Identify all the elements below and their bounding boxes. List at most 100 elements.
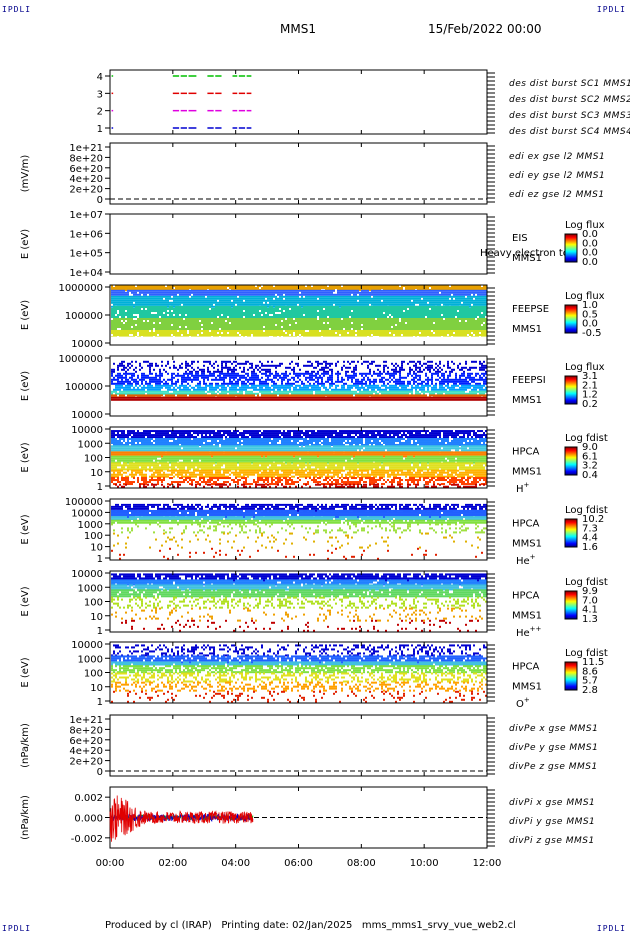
feepse-panel-pixel bbox=[401, 312, 403, 314]
feepse-panel-pixel bbox=[393, 285, 395, 287]
feepse-panel-pixel bbox=[135, 322, 137, 324]
feepse-panel-pixel bbox=[373, 330, 375, 332]
edi-panel-ytick-label: 4e+20 bbox=[69, 174, 103, 185]
feepse-panel-pixel bbox=[165, 332, 167, 334]
feepse-panel-pixel bbox=[313, 332, 315, 334]
feepse-panel-pixel bbox=[293, 330, 295, 332]
feepse-panel-pixel bbox=[243, 334, 245, 336]
feepse-panel-pixel bbox=[395, 299, 397, 302]
feepse-panel-pixel bbox=[295, 289, 297, 292]
feepse-panel-pixel bbox=[339, 299, 341, 302]
feepse-panel-pixel bbox=[191, 308, 193, 310]
feepse-panel-pixel bbox=[475, 312, 477, 314]
feepse-panel-pixel bbox=[471, 310, 473, 312]
feepse-panel-pixel bbox=[343, 310, 345, 312]
feepse-panel-pixel bbox=[379, 324, 381, 326]
feepse-panel-pixel bbox=[331, 332, 333, 334]
feepse-panel-pixel bbox=[297, 334, 299, 336]
feepse-panel-pixel bbox=[409, 318, 411, 320]
edi-panel-legend-item: edi ey gse l2 MMS1 bbox=[509, 171, 605, 181]
feepse-panel-pixel bbox=[207, 291, 209, 294]
feepse-panel-pixel bbox=[415, 301, 417, 304]
feepse-panel-pixel bbox=[243, 297, 245, 300]
feepse-panel-pixel bbox=[467, 306, 469, 308]
feepse-panel-pixel bbox=[393, 287, 395, 289]
feepse-panel-pixel bbox=[275, 320, 277, 322]
feepse-panel-pixel bbox=[239, 328, 241, 330]
feepse-panel-pixel bbox=[371, 293, 373, 296]
feepse-panel-pixel bbox=[441, 291, 443, 294]
feepse-panel-pixel bbox=[359, 303, 361, 306]
feepse-panel-pixel bbox=[313, 287, 315, 289]
feepse-panel-pixel bbox=[351, 324, 353, 326]
feepse-panel-pixel bbox=[259, 297, 261, 300]
feepse-panel-pixel bbox=[141, 326, 143, 328]
feepse-panel-pixel bbox=[391, 293, 393, 296]
feepse-panel-pixel bbox=[435, 314, 437, 316]
feepse-panel-pixel bbox=[335, 334, 337, 336]
feepse-panel-pixel bbox=[305, 301, 307, 304]
feepse-panel-pixel bbox=[341, 326, 343, 328]
feepse-panel-pixel bbox=[187, 316, 189, 318]
feepse-panel-pixel bbox=[359, 301, 361, 304]
feepse-panel-pixel bbox=[165, 334, 167, 336]
feepse-panel-pixel bbox=[297, 332, 299, 334]
feepse-panel-pixel bbox=[443, 295, 445, 298]
feepse-panel-pixel bbox=[111, 328, 113, 330]
feepse-panel-pixel bbox=[265, 303, 267, 306]
feepse-panel-pixel bbox=[267, 322, 269, 324]
feepse-panel-pixel bbox=[193, 291, 195, 294]
feepse-panel-pixel bbox=[473, 299, 475, 302]
feepse-panel-pixel bbox=[275, 328, 277, 330]
feepse-panel-pixel bbox=[113, 334, 115, 336]
feepse-panel-pixel bbox=[435, 293, 437, 296]
feepse-panel-pixel bbox=[431, 297, 433, 300]
feepse-panel-pixel bbox=[349, 322, 351, 324]
feepse-panel-pixel bbox=[413, 328, 415, 330]
feepse-panel-pixel bbox=[355, 297, 357, 300]
feepse-panel-pixel bbox=[329, 297, 331, 300]
feepse-panel-pixel bbox=[115, 289, 117, 292]
feepse-panel-pixel bbox=[473, 308, 475, 310]
feepse-panel-pixel bbox=[413, 285, 415, 287]
feepse-panel-pixel bbox=[247, 320, 249, 322]
feepse-panel-pixel bbox=[351, 318, 353, 320]
feepse-panel-pixel bbox=[337, 308, 339, 310]
feepse-panel-pixel bbox=[133, 285, 135, 287]
feepse-panel-pixel bbox=[423, 303, 425, 306]
feepse-panel-pixel bbox=[165, 316, 167, 318]
feepse-panel-pixel bbox=[443, 291, 445, 294]
feepse-panel-pixel bbox=[187, 324, 189, 326]
feepse-panel-pixel bbox=[251, 285, 253, 287]
feepse-panel-pixel bbox=[197, 320, 199, 322]
feepse-panel-pixel bbox=[299, 324, 301, 326]
feepse-panel-pixel bbox=[299, 312, 301, 314]
feepse-panel-pixel bbox=[185, 299, 187, 302]
feepse-panel-pixel bbox=[123, 310, 125, 312]
feepse-panel-pixel bbox=[115, 332, 117, 334]
feepse-panel-pixel bbox=[311, 334, 313, 336]
feepse-panel-pixel bbox=[183, 316, 185, 318]
feepse-panel-pixel bbox=[181, 318, 183, 320]
feepse-panel-pixel bbox=[463, 301, 465, 304]
feepse-panel-pixel bbox=[335, 320, 337, 322]
feepse-panel-pixel bbox=[293, 299, 295, 302]
feepse-panel-pixel bbox=[287, 295, 289, 298]
feepse-panel-pixel bbox=[351, 308, 353, 310]
feepse-panel-pixel bbox=[173, 308, 175, 310]
feepse-panel-pixel bbox=[213, 334, 215, 336]
feepse-panel-pixel bbox=[313, 326, 315, 328]
feepse-panel-pixel bbox=[269, 326, 271, 328]
feepse-panel-pixel bbox=[367, 310, 369, 312]
feepse-panel-pixel bbox=[347, 303, 349, 306]
feepse-panel-pixel bbox=[151, 289, 153, 292]
feepse-panel-pixel bbox=[387, 306, 389, 308]
feepse-panel-pixel bbox=[343, 322, 345, 324]
feepse-panel-pixel bbox=[401, 299, 403, 302]
feepse-panel-pixel bbox=[483, 285, 485, 287]
feepse-panel-pixel bbox=[283, 326, 285, 328]
feepse-panel-pixel bbox=[291, 289, 293, 292]
feepse-panel-pixel bbox=[469, 305, 471, 308]
feepse-panel-pixel bbox=[369, 299, 371, 302]
feepse-panel-pixel bbox=[477, 314, 479, 316]
